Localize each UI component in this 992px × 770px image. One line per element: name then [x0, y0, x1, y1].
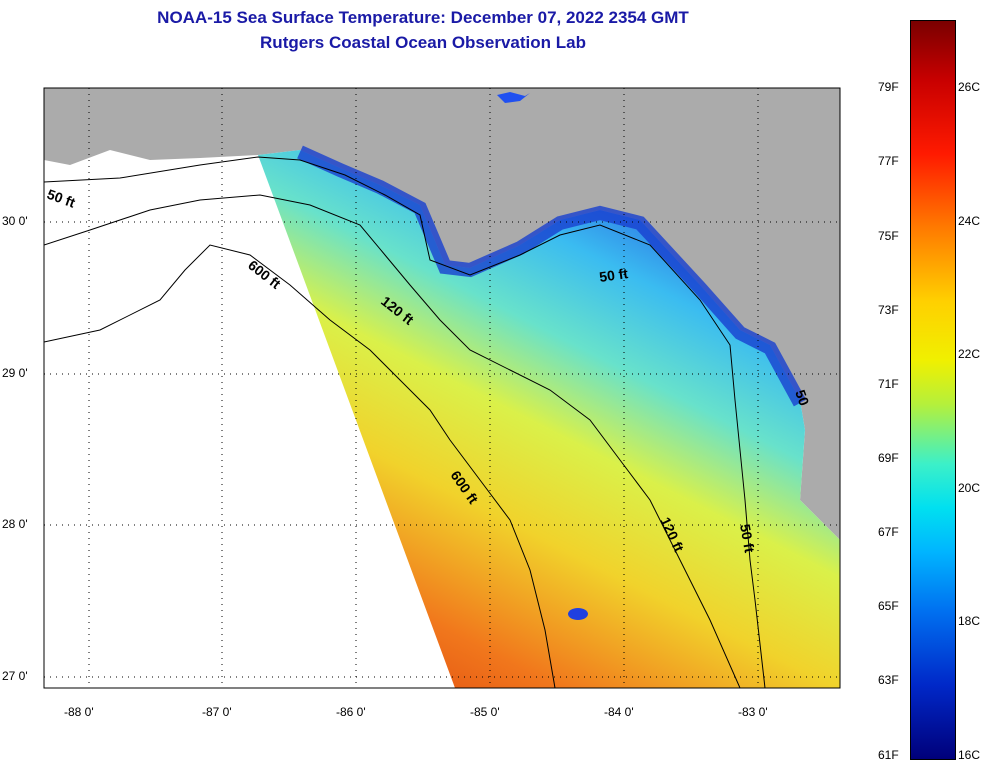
- colorbar-f-label: 75F: [878, 229, 899, 243]
- colorbar-c-label: 22C: [958, 347, 981, 361]
- map-frame: [43, 87, 841, 689]
- colorbar-f-label: 67F: [878, 525, 899, 539]
- colorbar-f-label: 71F: [878, 377, 899, 391]
- lat-tick-label: 30 0': [2, 214, 28, 228]
- colorbar-c-label: 26C: [958, 80, 981, 94]
- colorbar-c-label: 20C: [958, 481, 981, 495]
- colorbar-f-label: 65F: [878, 599, 899, 613]
- lon-tick-label: -85 0': [470, 705, 500, 719]
- colorbar-f-label: 69F: [878, 451, 899, 465]
- lat-tick-label: 28 0': [2, 517, 28, 531]
- lon-tick-label: -88 0': [64, 705, 94, 719]
- contour-label: 50 ft: [737, 523, 758, 554]
- colorbar-f-label: 73F: [878, 303, 899, 317]
- colorbar-c-label: 18C: [958, 614, 981, 628]
- lon-tick-label: -83 0': [738, 705, 768, 719]
- lat-tick-label: 27 0': [2, 669, 28, 683]
- colorbar: [910, 20, 956, 760]
- bathymetry-contours: [44, 156, 766, 688]
- contour-600ft: [44, 244, 556, 688]
- cold-spot: [568, 608, 588, 620]
- lon-tick-label: -87 0': [202, 705, 232, 719]
- lat-tick-label: 29 0': [2, 366, 28, 380]
- contour-120ft: [44, 194, 741, 688]
- contour-label: 50 ft: [598, 265, 629, 285]
- lon-tick-label: -84 0': [604, 705, 634, 719]
- lake: [497, 92, 530, 103]
- colorbar-f-label: 61F: [878, 748, 899, 762]
- map-subtitle: Rutgers Coastal Ocean Observation Lab: [260, 33, 586, 52]
- contour-50ft: [44, 156, 766, 688]
- colorbar-c-label: 16C: [958, 748, 981, 762]
- coastal-cold-band: [297, 145, 807, 407]
- colorbar-f-label: 63F: [878, 673, 899, 687]
- map-title: NOAA-15 Sea Surface Temperature: Decembe…: [157, 8, 689, 27]
- lon-tick-label: -86 0': [336, 705, 366, 719]
- colorbar-f-label: 79F: [878, 80, 899, 94]
- colorbar-f-label: 77F: [878, 154, 899, 168]
- contour-label: 50: [792, 388, 812, 408]
- graticule: [44, 88, 840, 688]
- colorbar-c-label: 24C: [958, 214, 981, 228]
